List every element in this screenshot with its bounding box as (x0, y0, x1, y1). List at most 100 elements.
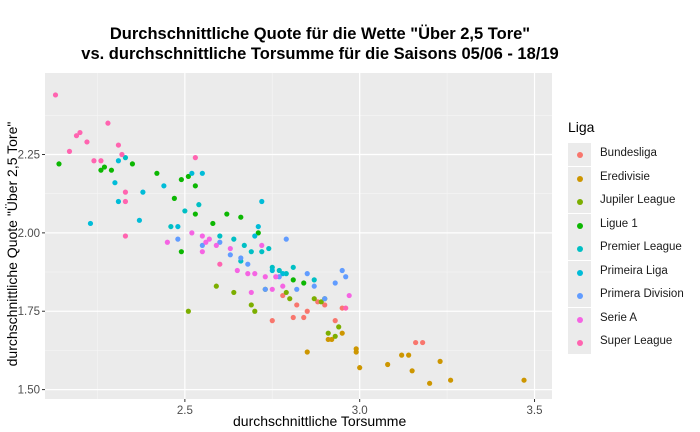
y-axis-title: durchschnittliche Quote "Über 2,5 Tore" (4, 121, 20, 367)
legend-key (568, 284, 591, 307)
point-ligue-1 (171, 195, 177, 201)
point-serie-a (199, 233, 205, 239)
legend-item-primeira-liga: Primeira Liga (568, 260, 668, 285)
point-jupiler-league (318, 299, 324, 305)
point-premier-league (248, 249, 254, 255)
legend-label: Eredivisie (600, 170, 650, 183)
legend-item-jupiler-league: Jupiler League (568, 190, 675, 214)
point-jupiler-league (325, 330, 331, 336)
point-ligue-1 (290, 277, 296, 283)
point-primeira-liga (115, 158, 122, 164)
legend-items: Bundesliga Eredivisie Jupiler League Ligue … (568, 143, 684, 355)
point-premier-league (196, 202, 202, 208)
point-primera-division (339, 267, 345, 274)
legend-key (568, 237, 591, 260)
point-eredivisie (304, 349, 310, 355)
point-premier-league (217, 233, 223, 239)
point-jupiler-league (311, 296, 317, 302)
point-primera-division (227, 252, 233, 258)
legend-label: Primera Division (600, 288, 684, 300)
legend-key (568, 331, 591, 354)
point-primeira-liga (280, 271, 286, 277)
minor-grid (45, 73, 552, 399)
x-tick-label: 3.5 (527, 405, 543, 417)
point-primeira-liga (112, 180, 118, 186)
point-eredivisie (329, 336, 335, 343)
point-premier-league (290, 264, 296, 270)
point-primera-division (217, 239, 223, 245)
point-premier-league (266, 245, 272, 252)
point-primeira-liga (259, 198, 265, 205)
legend-swatch-super-league (577, 340, 583, 346)
point-bundesliga (420, 339, 426, 346)
point-primera-division (238, 255, 244, 261)
legend-key (568, 166, 591, 190)
point-bundesliga (332, 318, 338, 324)
point-primeira-liga (161, 183, 167, 189)
point-serie-a (280, 283, 286, 289)
point-primeira-liga (87, 220, 94, 227)
point-super-league (105, 120, 111, 126)
legend-item-premier-league: Premier League (568, 237, 682, 261)
point-super-league (84, 139, 90, 145)
major-grid (45, 73, 552, 399)
point-primeira-liga (175, 223, 181, 230)
point-super-league (115, 142, 122, 148)
point-super-league (343, 305, 349, 311)
point-eredivisie (385, 361, 391, 368)
point-eredivisie (437, 358, 443, 364)
point-bundesliga (280, 292, 286, 299)
point-primeira-liga (115, 198, 122, 205)
point-ligue-1 (129, 161, 136, 167)
point-premier-league (311, 277, 317, 283)
point-jupiler-league (185, 308, 191, 314)
point-bundesliga (301, 314, 307, 321)
point-ligue-1 (108, 167, 115, 173)
point-eredivisie (399, 352, 405, 358)
point-super-league (52, 92, 59, 98)
legend-label: Primeira Liga (600, 264, 668, 277)
legend-item-bundesliga: Bundesliga (568, 143, 657, 167)
legend-label: Super League (600, 335, 673, 347)
point-bundesliga (304, 308, 310, 314)
point-super-league (192, 155, 198, 161)
point-ligue-1 (192, 211, 198, 217)
point-primeira-liga (252, 233, 258, 239)
point-super-league (66, 148, 73, 154)
point-super-league (217, 261, 223, 267)
point-primera-division (332, 280, 338, 286)
point-serie-a (273, 274, 279, 280)
point-premier-league (182, 208, 188, 214)
chart-title-line1: Durchschnittliche Quote für die Wette "Ü… (109, 25, 531, 43)
chart-title-line2: vs. durchschnittliche Torsumme für die S… (81, 45, 559, 63)
point-serie-a (245, 271, 251, 277)
point-ligue-1 (301, 280, 307, 286)
point-premier-league (241, 242, 247, 249)
axis-ticks: 2.5 3.0 3.5 1.50 1.75 2.00 2.25 (18, 150, 543, 418)
point-serie-a (262, 274, 268, 280)
x-tick-label: 2.5 (177, 405, 193, 417)
point-primeira-liga (255, 223, 261, 230)
point-bundesliga (294, 302, 300, 308)
legend-item-eredivisie: Eredivisie (568, 166, 650, 191)
point-ligue-1 (98, 167, 104, 173)
point-bundesliga (322, 302, 328, 308)
point-ligue-1 (56, 161, 62, 167)
point-jupiler-league (336, 324, 342, 330)
point-serie-a (234, 267, 240, 274)
point-premier-league (168, 223, 174, 230)
point-primera-division (322, 296, 328, 302)
point-primeira-liga (269, 267, 275, 274)
point-premier-league (122, 155, 129, 161)
legend-swatch-primeira-liga (577, 269, 583, 276)
legend: Liga Bundesliga Eredivisie Jupiler League L… (568, 119, 684, 355)
legend-swatch-eredivisie (577, 175, 583, 182)
point-jupiler-league (231, 289, 237, 296)
point-bundesliga (269, 318, 275, 324)
legend-key (568, 190, 591, 213)
point-serie-a (213, 242, 219, 249)
point-eredivisie (406, 352, 412, 358)
point-primera-division (245, 261, 251, 267)
point-super-league (119, 151, 125, 158)
point-jupiler-league (252, 308, 258, 314)
